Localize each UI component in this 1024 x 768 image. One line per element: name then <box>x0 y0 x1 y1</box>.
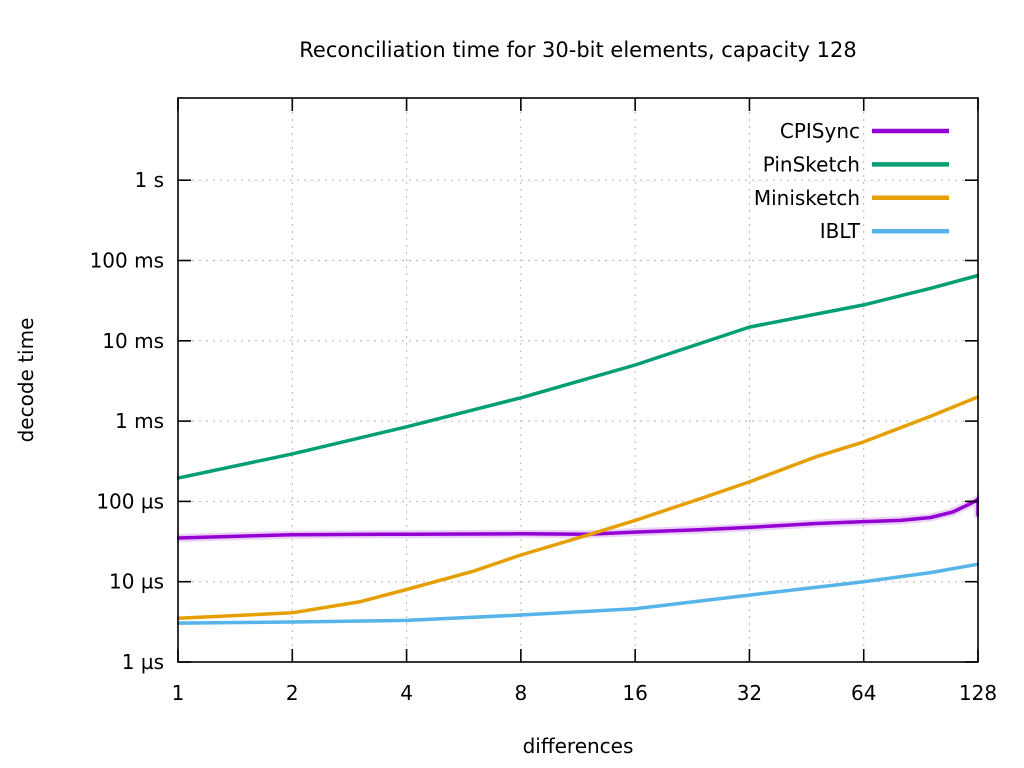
chart-title: Reconciliation time for 30-bit elements,… <box>299 38 856 62</box>
x-tick-label: 128 <box>959 681 997 705</box>
legend-label-minisketch: Minisketch <box>754 186 860 210</box>
plot-border <box>177 97 979 663</box>
legend-entry-cpisync: CPISync <box>780 119 949 143</box>
series-line-pinsketch <box>177 273 979 480</box>
x-tick-label: 4 <box>400 681 413 705</box>
y-tick-label: 1 ms <box>115 409 164 433</box>
y-tick-label: 100 ms <box>90 249 164 273</box>
y-axis-label: decode time <box>14 318 38 443</box>
x-tick-label: 16 <box>622 681 647 705</box>
legend-label-cpisync: CPISync <box>780 119 860 143</box>
series-halo-cpisync <box>177 495 979 542</box>
y-tick-label: 10 µs <box>109 570 164 594</box>
legend-entry-minisketch: Minisketch <box>754 186 949 210</box>
y-tick-label: 1 s <box>134 168 164 192</box>
series-line-minisketch <box>177 395 979 621</box>
y-tick-label: 100 µs <box>96 489 164 513</box>
x-tick-label: 2 <box>286 681 299 705</box>
series-lines <box>177 273 979 625</box>
tick-labels: 1 2 4 8 16 32 64 128 1 µs 10 µs 100 µs 1 ms 10 ms 100… <box>90 168 998 705</box>
x-tick-label: 32 <box>737 681 762 705</box>
legend-label-pinsketch: PinSketch <box>763 152 860 176</box>
legend-label-iblt: IBLT <box>820 219 861 243</box>
legend-entry-iblt: IBLT <box>820 219 949 243</box>
gridlines <box>178 98 978 662</box>
y-tick-label: 10 ms <box>102 329 164 353</box>
x-tick-label: 8 <box>514 681 527 705</box>
legend-entry-pinsketch: PinSketch <box>763 152 949 176</box>
x-axis-label: differences <box>523 734 634 758</box>
legend: CPISync PinSketch Minisketch IBLT <box>754 119 949 243</box>
series-line-iblt <box>177 562 979 625</box>
y-tick-label: 1 µs <box>122 650 164 674</box>
x-tick-label: 64 <box>851 681 876 705</box>
series-line-cpisync <box>177 497 979 540</box>
x-tick-label: 1 <box>172 681 185 705</box>
